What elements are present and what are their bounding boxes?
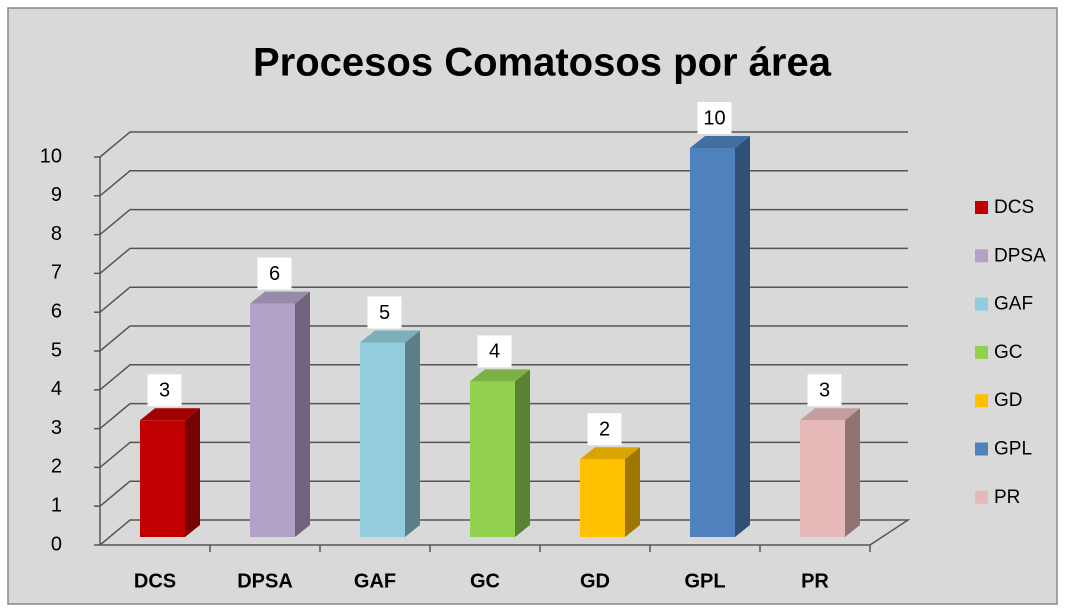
bar-top [690,136,750,148]
value-label-box [477,335,512,368]
bar-side [845,408,860,537]
legend-label: DPSA [994,245,1046,266]
grid-line [99,247,908,274]
grid-line [99,325,908,352]
bar [800,420,845,537]
grid-line [99,208,908,236]
legend-swatch [975,297,988,311]
grid-line [99,402,908,430]
y-tick-label: 9 [51,184,62,206]
bar-top [800,408,860,421]
bar-top [140,408,200,421]
bar-top [580,447,640,460]
chart-title: Procesos Comatosos por área [253,41,832,85]
y-tick-label: 2 [51,456,62,478]
value-label: 3 [159,380,170,402]
legend-swatch [975,249,988,263]
bar-side [735,136,750,537]
x-tick-label: GPL [684,570,725,592]
bar-side [625,447,640,537]
legend-swatch [975,490,988,504]
bar-top [250,291,310,304]
legend-label: GC [994,342,1023,363]
bar-top [470,369,530,382]
value-label: 10 [703,107,725,129]
value-label-box [257,257,292,290]
grid-line [99,441,908,468]
y-tick-label: 6 [51,300,62,322]
value-label: 4 [489,341,500,363]
value-label: 2 [599,418,610,440]
legend-label: GAF [994,294,1033,315]
x-tick-label: DPSA [237,570,293,592]
x-tick-label: DCS [134,570,176,592]
legend-label: DCS [994,197,1034,218]
value-label-box [807,374,842,407]
bar [690,148,735,537]
bar [250,303,295,537]
legend-label: GPL [994,439,1032,460]
x-tick-label: GC [470,570,500,592]
grid-line [99,364,908,391]
bar [470,381,515,537]
legend-swatch [975,201,988,214]
y-tick-label: 7 [51,262,62,284]
y-tick-label: 8 [51,223,62,245]
bar [580,459,625,537]
legend-swatch [975,345,988,359]
bar-top [360,330,420,343]
y-tick-label: 5 [51,339,62,361]
grid-line [99,480,908,507]
grid-line [99,170,908,197]
legend-swatch [975,442,988,456]
legend-label: GD [994,390,1023,411]
legend-label: PR [994,487,1020,508]
value-label-box [697,102,732,134]
value-label-box [587,413,622,446]
value-label-box [367,296,402,329]
legend-swatch [975,394,988,408]
y-tick-label: 10 [40,145,62,167]
grid-line [99,131,908,158]
y-tick-label: 0 [51,533,62,555]
bar-side [515,369,530,537]
value-label: 3 [819,380,830,402]
y-tick-label: 1 [51,494,62,516]
bar-side [405,330,420,537]
value-label: 6 [269,263,280,285]
value-label: 5 [379,302,390,324]
y-tick-label: 4 [51,378,62,400]
value-label-box [147,374,182,407]
x-tick-label: PR [801,570,829,592]
bar-side [185,408,200,537]
y-tick-label: 3 [51,417,62,439]
bar [360,342,405,537]
bar [140,420,185,537]
x-tick-label: GD [580,570,610,592]
x-tick-label: GAF [354,570,396,592]
grid-line [99,286,908,313]
bar-side [295,291,310,537]
